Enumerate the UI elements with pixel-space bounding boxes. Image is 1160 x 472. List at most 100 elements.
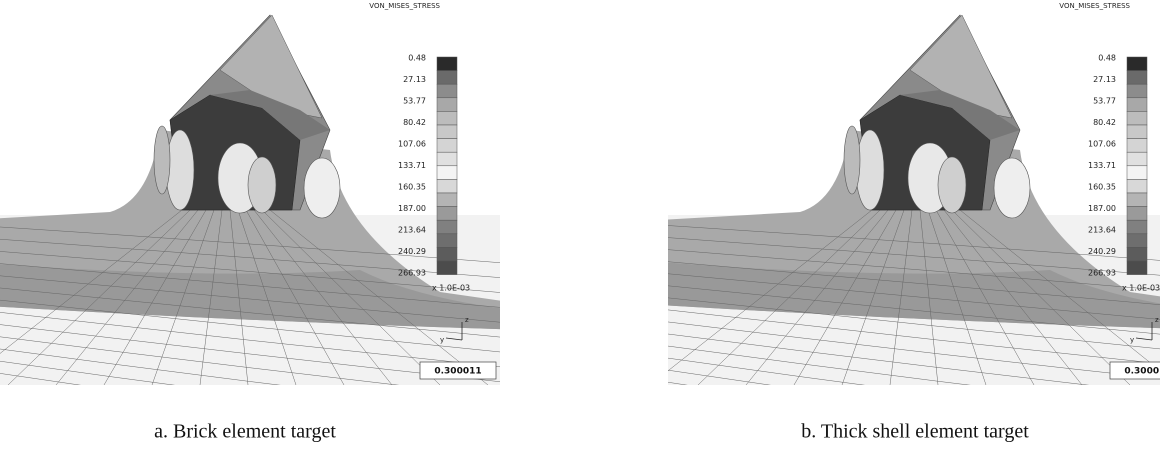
legend-label: 0.48 — [1098, 54, 1116, 63]
mesh-line — [0, 287, 500, 338]
petal — [993, 157, 1031, 219]
legend-label: 266.93 — [398, 269, 426, 278]
mesh-line — [103, 209, 207, 385]
mesh-line — [841, 209, 905, 385]
legend-box — [436, 124, 458, 139]
legend-label: 133.71 — [1088, 161, 1116, 170]
axis-label: y — [1130, 336, 1134, 344]
mesh-line — [151, 209, 215, 385]
petal — [153, 125, 171, 195]
cone-mid — [900, 90, 1020, 140]
legend-box — [436, 83, 458, 99]
axis-label: y — [440, 336, 444, 344]
legend-title: VON_MISES_STRESS — [1059, 2, 1130, 10]
mesh-line — [668, 261, 1160, 305]
mesh-line — [959, 209, 1160, 371]
time-label: 0.300011 — [434, 367, 481, 377]
mesh-line — [261, 209, 441, 385]
legend-box — [1126, 97, 1148, 112]
caption: b. Thick shell element target — [801, 421, 1029, 443]
multiplier: x 1.0E-03 — [432, 284, 470, 293]
mesh-line — [889, 209, 913, 385]
legend-label: 27.13 — [403, 75, 426, 84]
mesh-line — [0, 373, 81, 385]
multiplier: x 1.0E-03 — [1122, 284, 1160, 293]
panel-content: VON_MISES_STRESS 0.48 27.13 53.77 80.42 107.0… — [0, 2, 500, 385]
caption: a. Brick element target — [154, 421, 336, 443]
mesh-line — [943, 209, 1083, 385]
petal — [843, 125, 861, 195]
legend-label: 80.42 — [403, 118, 426, 127]
petal — [247, 156, 277, 214]
legend-box — [436, 206, 458, 221]
legend-box — [1126, 83, 1148, 99]
legend-label: 27.13 — [1093, 75, 1116, 84]
mesh-line — [0, 361, 175, 385]
mesh-line — [269, 209, 489, 385]
legend-label: 53.77 — [403, 97, 426, 106]
legend-box — [1126, 247, 1148, 262]
mesh-line — [253, 209, 393, 385]
legend-label: 213.64 — [1088, 226, 1116, 235]
petal — [165, 129, 195, 211]
legend-box — [1126, 219, 1148, 235]
legend-box — [436, 56, 458, 71]
legend-label: 160.35 — [1088, 183, 1116, 192]
mesh-line — [0, 263, 500, 308]
mesh-line — [0, 275, 500, 323]
mesh-line — [935, 209, 1035, 385]
petal — [937, 156, 967, 214]
mesh-line — [668, 345, 971, 385]
mesh-line — [919, 209, 939, 385]
legend-box — [1126, 151, 1148, 167]
axis-line — [1135, 337, 1153, 341]
legend-label: 107.06 — [1088, 140, 1116, 149]
time-box — [419, 361, 497, 380]
axis-label: z — [1155, 316, 1159, 324]
mesh-line — [668, 357, 865, 385]
legend-label: 266.93 — [1088, 269, 1116, 278]
legend-box — [1126, 206, 1148, 221]
time-box — [1109, 361, 1160, 380]
mesh-line — [668, 369, 771, 385]
panel-image: VON_MISES_STRESS 0.48 27.13 53.77 80.42 107.0… — [0, 2, 500, 385]
flare-band — [668, 262, 1160, 329]
legend-box — [1126, 260, 1148, 275]
mesh-line — [199, 209, 223, 385]
legend-label: 240.29 — [398, 247, 426, 256]
legend-box — [1126, 165, 1148, 180]
legend-box — [1126, 179, 1148, 194]
mesh-line — [0, 336, 400, 385]
cone-mid — [210, 90, 330, 140]
panel-image: VON_MISES_STRESS 0.48 27.13 53.77 80.42 107.0… — [668, 2, 1160, 385]
legend-label: 80.42 — [1093, 118, 1116, 127]
legend-box — [436, 97, 458, 112]
mesh-line — [7, 209, 191, 385]
legend-box — [436, 165, 458, 180]
mesh-line — [237, 209, 297, 385]
legend-label: 0.48 — [408, 54, 426, 63]
legend-box — [436, 260, 458, 275]
panel-content: VON_MISES_STRESS 0.48 27.13 53.77 80.42 107.0… — [668, 2, 1160, 385]
legend-box — [436, 247, 458, 262]
legend-box — [1126, 138, 1148, 153]
legend-box — [436, 192, 458, 207]
petal — [855, 129, 885, 211]
mesh-line — [951, 209, 1131, 385]
legend-label: 107.06 — [398, 140, 426, 149]
legend-label: 160.35 — [398, 183, 426, 192]
mesh-line — [668, 209, 873, 372]
mesh-line — [55, 209, 199, 385]
mesh-line — [0, 348, 281, 385]
mesh-line — [793, 209, 897, 385]
legend-box — [1126, 124, 1148, 139]
legend-label: 53.77 — [1093, 97, 1116, 106]
axis-label: z — [465, 316, 469, 324]
legend-label: 133.71 — [398, 161, 426, 170]
legend-box — [436, 233, 458, 248]
time-label: 0.300011 — [1124, 367, 1160, 377]
mesh-line — [245, 209, 345, 385]
legend-box — [436, 70, 458, 85]
legend-box — [1126, 111, 1148, 126]
legend-box — [436, 138, 458, 153]
